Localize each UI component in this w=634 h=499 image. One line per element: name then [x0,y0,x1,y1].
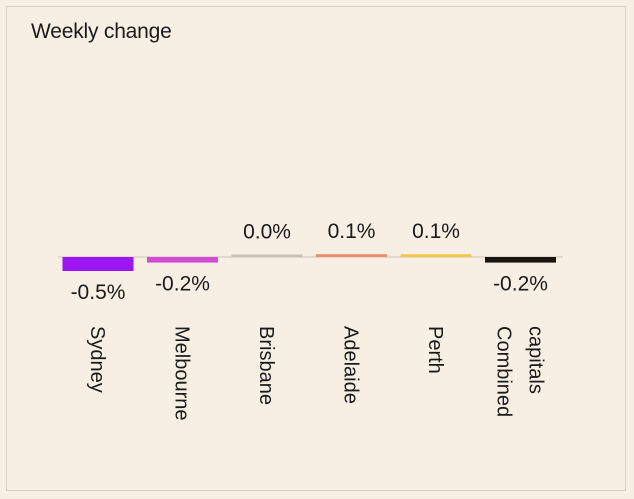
category-label: Adelaide [340,326,362,404]
chart-title: Weekly change [31,20,172,43]
data-label: -0.5% [71,281,126,304]
data-label: 0.1% [412,220,460,243]
category-label: capitals [525,326,547,394]
category-label: Sydney [86,326,108,393]
bar [316,254,387,257]
bar [147,257,218,263]
category-label: Brisbane [255,326,277,405]
category-label: Combined [493,326,515,417]
bar [62,257,134,271]
category-label: Melbourne [171,326,193,421]
category-label: Perth [424,326,446,374]
chart-card [6,6,626,491]
bar [485,257,556,263]
data-label: -0.2% [155,273,210,296]
data-label: 0.1% [328,220,376,243]
data-label: -0.2% [493,273,548,296]
data-label: 0.0% [243,221,291,244]
bar [231,254,303,257]
bar [400,254,472,257]
